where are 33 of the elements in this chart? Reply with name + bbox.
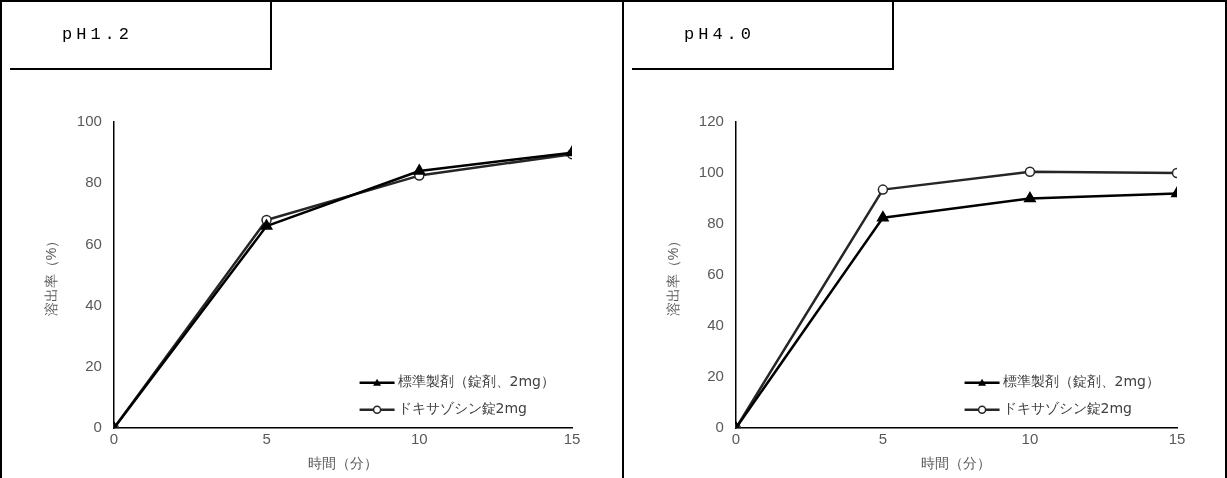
y-tick-label: 80 (707, 214, 724, 232)
y-axis-title: 溶出率（%） (43, 233, 60, 317)
x-axis-title: 時間（分） (921, 455, 992, 472)
y-tick-label: 60 (85, 234, 102, 252)
chart-title: pH1.2 (10, 2, 272, 70)
legend-label: 標準製剤（錠剤、2mg） (397, 373, 556, 390)
x-tick-label: 10 (1021, 430, 1039, 448)
x-tick-label: 5 (262, 430, 271, 448)
x-axis-title: 時間（分） (307, 455, 378, 472)
y-tick-label: 20 (85, 357, 102, 375)
y-tick-label: 100 (76, 112, 102, 130)
legend-label: ドキサゾシン錠2mg (397, 400, 528, 417)
legend-label: ドキサゾシン錠2mg (1002, 400, 1133, 417)
y-tick-label: 100 (698, 163, 724, 181)
y-tick-label: 60 (707, 265, 724, 283)
x-tick-label: 5 (878, 430, 888, 448)
chart-title: pH4.0 (632, 2, 894, 70)
y-tick-label: 40 (707, 316, 724, 334)
point (1024, 166, 1036, 178)
x-tick-label: 15 (563, 430, 581, 448)
x-tick-label: 0 (731, 430, 740, 448)
x-tick-label: 10 (410, 430, 428, 448)
y-axis-title: 溶出率（%） (665, 233, 682, 317)
y-tick-label: 0 (715, 418, 724, 436)
legend-label: 標準製剤（錠剤、2mg） (1002, 373, 1161, 390)
x-tick-label: 15 (1168, 430, 1186, 448)
y-tick-label: 0 (93, 418, 102, 436)
point (877, 184, 889, 195)
x-tick-label: 0 (109, 430, 118, 448)
y-tick-label: 40 (85, 295, 102, 313)
y-tick-label: 80 (85, 173, 102, 191)
y-tick-label: 120 (698, 112, 724, 130)
y-tick-label: 20 (707, 367, 724, 385)
